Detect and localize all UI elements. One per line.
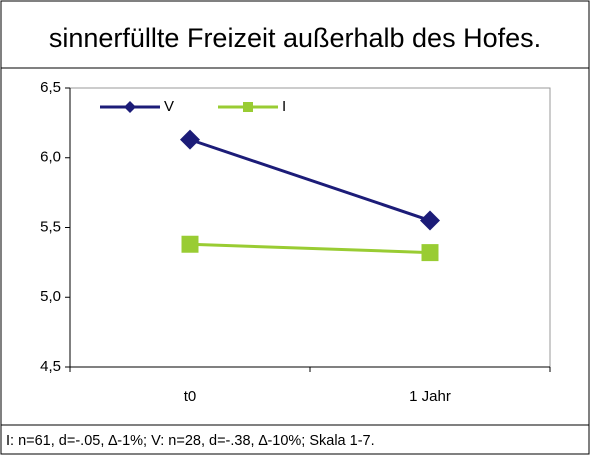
marker [181,235,199,253]
y-tick-label: 6,0 [40,149,61,166]
x-tick-label: 1 Jahr [409,388,451,405]
footnote: I: n=61, d=-.05, ∆-1%; V: n=28, d=-.38, … [6,433,375,449]
marker [420,210,440,231]
legend-label: I [282,98,286,115]
marker [180,129,200,150]
legend-label: V [164,98,174,115]
series-line [189,242,431,255]
legend-marker [124,101,136,113]
y-tick-label: 5,0 [40,288,61,305]
marker [421,244,439,262]
y-tick-label: 6,5 [40,79,61,96]
chart-title: sinnerfüllte Freizeit außerhalb des Hofe… [49,23,541,53]
series-line [189,138,431,222]
legend-marker [243,102,253,112]
y-tick-label: 4,5 [40,358,61,375]
x-tick-label: t0 [184,388,197,405]
y-tick-label: 5,5 [40,218,61,235]
plot-area [69,87,551,368]
